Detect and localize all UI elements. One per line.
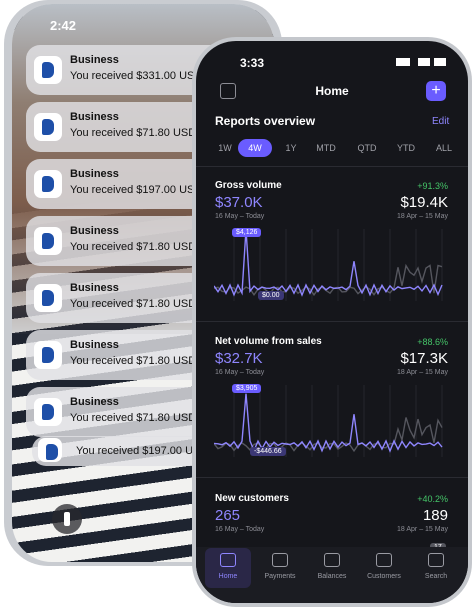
current-value: $37.0K [215, 194, 263, 211]
screen-title: Home [315, 84, 349, 98]
range-tab[interactable]: QTD [357, 143, 377, 153]
status-time: 2:42 [50, 18, 77, 33]
previous-value: 189 [422, 507, 448, 524]
range-tab[interactable]: 4W [238, 139, 272, 157]
trend-line [214, 229, 443, 297]
notification-body: You received $197.00 USD fr [70, 184, 213, 196]
notification-title: Business [70, 282, 119, 294]
sparkline [214, 385, 443, 457]
current-range: 16 May – Today [215, 213, 265, 220]
notification-body: You received $71.80 USD fr [70, 412, 206, 424]
range-tab[interactable]: YTD [397, 143, 415, 153]
notification-title: Business [70, 168, 119, 180]
nav-icon[interactable] [272, 553, 288, 567]
card-title: Gross volume [215, 180, 282, 191]
nav-label[interactable]: Home [218, 573, 238, 580]
previous-range: 18 Apr – 15 May [397, 526, 448, 533]
nav-icon[interactable] [376, 553, 392, 567]
notification-title: Business [70, 225, 119, 237]
status-time: 3:33 [240, 56, 265, 70]
change-percent: +91.3% [417, 181, 448, 191]
notification-title: Business [70, 339, 119, 351]
current-value: $32.7K [215, 350, 263, 367]
previous-value: $19.4K [400, 194, 448, 211]
store-icon[interactable] [220, 83, 236, 99]
divider [196, 166, 468, 167]
app-icon [34, 227, 62, 255]
notification-body: You received $197.00 USD fr [76, 445, 219, 457]
chart-label: -$446.66 [250, 447, 286, 456]
notification-body: You received $71.80 USD fr [70, 241, 206, 253]
app-icon [34, 56, 62, 84]
current-range: 16 May – Today [215, 526, 265, 533]
app-icon [34, 398, 62, 426]
previous-range: 18 Apr – 15 May [397, 213, 448, 220]
divider [196, 321, 468, 322]
section-title: Reports overview [215, 114, 316, 128]
range-tab[interactable]: ALL [435, 143, 452, 153]
nav-icon[interactable] [220, 553, 236, 567]
nav-label[interactable]: Payments [264, 573, 296, 580]
app-icon [34, 284, 62, 312]
nav-icon[interactable] [324, 553, 340, 567]
edit-link[interactable]: Edit [432, 116, 450, 127]
trend-line [214, 263, 443, 297]
change-percent: +40.2% [417, 494, 448, 504]
divider [196, 477, 468, 478]
flashlight-button[interactable] [52, 504, 82, 534]
range-tab[interactable]: 1W [218, 143, 232, 153]
app-icon [34, 341, 62, 369]
notification-body: You received $331.00 USD fr [70, 70, 213, 82]
nav-label[interactable]: Search [424, 573, 448, 580]
previous-value: $17.3K [400, 350, 448, 367]
nav-icon[interactable] [428, 553, 444, 567]
notification-title: Business [70, 396, 119, 408]
add-button[interactable]: + [426, 81, 446, 101]
nav-label[interactable]: Customers [367, 573, 401, 580]
flashlight-icon [64, 512, 70, 526]
status-icons [396, 58, 446, 66]
nav-label[interactable]: Balances [317, 573, 347, 580]
notification-body: You received $71.80 USD fr [70, 127, 206, 139]
active-nav-bg [205, 548, 251, 588]
current-value: 265 [215, 507, 241, 524]
chart-label: $3,905 [232, 384, 262, 393]
previous-range: 18 Apr – 15 May [397, 369, 448, 376]
range-tab[interactable]: MTD [316, 143, 336, 153]
change-percent: +88.6% [417, 337, 448, 347]
card-title: New customers [215, 493, 289, 504]
trend-line [214, 393, 443, 453]
app-icon [38, 438, 62, 462]
app-icon [34, 170, 62, 198]
chart-label: $0.00 [258, 291, 284, 300]
notification-title: Business [70, 54, 119, 66]
sparkline [214, 229, 443, 301]
chart-label: $4,126 [232, 228, 262, 237]
notification-body: You received $71.80 USD fr [70, 355, 206, 367]
right-phone: 3:33 Home + Reports overview Edit 1W 4W 1Y… [192, 37, 472, 607]
current-range: 16 May – Today [215, 369, 265, 376]
app-icon [34, 113, 62, 141]
notification-title: Business [70, 111, 119, 123]
notification-body: You received $71.80 USD fr [70, 298, 206, 310]
app-screen: 3:33 Home + Reports overview Edit 1W 4W 1Y… [196, 41, 468, 603]
range-tab[interactable]: 1Y [285, 143, 297, 153]
card-title: Net volume from sales [215, 336, 322, 347]
